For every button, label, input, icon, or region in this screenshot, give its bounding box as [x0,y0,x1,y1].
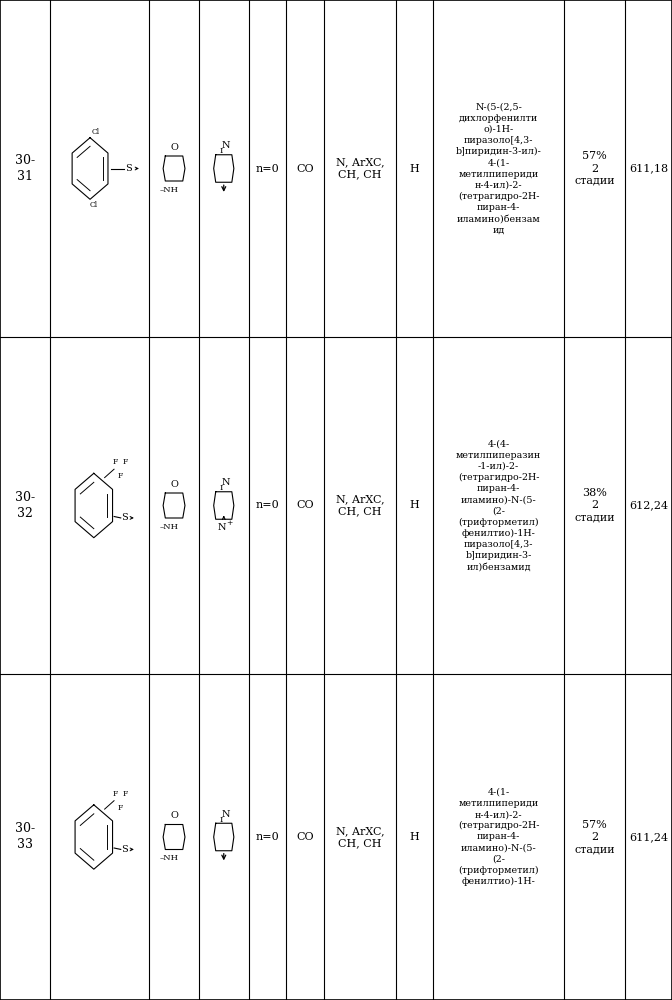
Text: S: S [121,845,128,854]
Text: H: H [410,832,419,842]
Text: N: N [218,523,226,532]
Text: H: H [410,500,419,510]
Text: O: O [170,143,178,152]
Text: 4-(1-
метилпипериди
н-4-ил)-2-
(тетрагидро-2H-
пиран-4-
иламино)-N-(5-
(2-
(триф: 4-(1- метилпипериди н-4-ил)-2- (тетрагид… [458,788,540,886]
Text: 30-
32: 30- 32 [15,491,35,520]
Text: Cl: Cl [91,128,99,136]
Text: I: I [220,484,223,492]
Text: O: O [170,480,178,489]
Text: F: F [123,790,128,798]
Text: S: S [125,164,132,173]
Text: O: O [170,811,178,820]
Text: 30-
31: 30- 31 [15,154,35,183]
Text: F: F [118,472,123,480]
Text: N: N [222,141,230,150]
Text: F: F [112,790,118,798]
Text: I: I [220,147,223,155]
Text: +: + [226,519,233,527]
Text: 30-
33: 30- 33 [15,822,35,852]
Text: n=0: n=0 [255,163,280,174]
Text: F: F [123,458,128,466]
Text: I: I [220,816,223,823]
Text: N-(5-(2,5-
дихлорфенилти
о)-1H-
пиразоло[4,3-
b]пиридин-3-ил)-
4-(1-
метилпипери: N-(5-(2,5- дихлорфенилти о)-1H- пиразоло… [456,103,542,234]
Text: –NH: –NH [159,523,179,531]
Text: n=0: n=0 [255,500,280,510]
Text: 57%
2
стадии: 57% 2 стадии [575,820,615,854]
Text: 57%
2
стадии: 57% 2 стадии [575,151,615,186]
Text: H: H [410,163,419,174]
Text: S: S [121,513,128,522]
Text: CO: CO [296,832,314,842]
Text: CO: CO [296,163,314,174]
Text: –NH: –NH [159,854,179,862]
Text: N, ArXC,
CH, CH: N, ArXC, CH, CH [336,157,384,180]
Text: 4-(4-
метилпиперазин
-1-ил)-2-
(тетрагидро-2H-
пиран-4-
иламино)-N-(5-
(2-
(триф: 4-(4- метилпиперазин -1-ил)-2- (тетрагид… [456,440,541,571]
Text: 611,24: 611,24 [629,832,668,842]
Text: Cl: Cl [89,201,97,209]
Text: N: N [222,810,230,819]
Text: CO: CO [296,500,314,510]
Text: F: F [118,804,123,812]
Text: n=0: n=0 [255,832,280,842]
Text: F: F [112,458,118,466]
Text: –NH: –NH [159,186,179,194]
Text: N: N [222,478,230,487]
Text: 38%
2
стадии: 38% 2 стадии [575,488,615,523]
Text: N, ArXC,
CH, CH: N, ArXC, CH, CH [336,826,384,848]
Text: 611,18: 611,18 [629,163,668,174]
Text: 612,24: 612,24 [629,500,668,510]
Text: N, ArXC,
CH, CH: N, ArXC, CH, CH [336,494,384,517]
